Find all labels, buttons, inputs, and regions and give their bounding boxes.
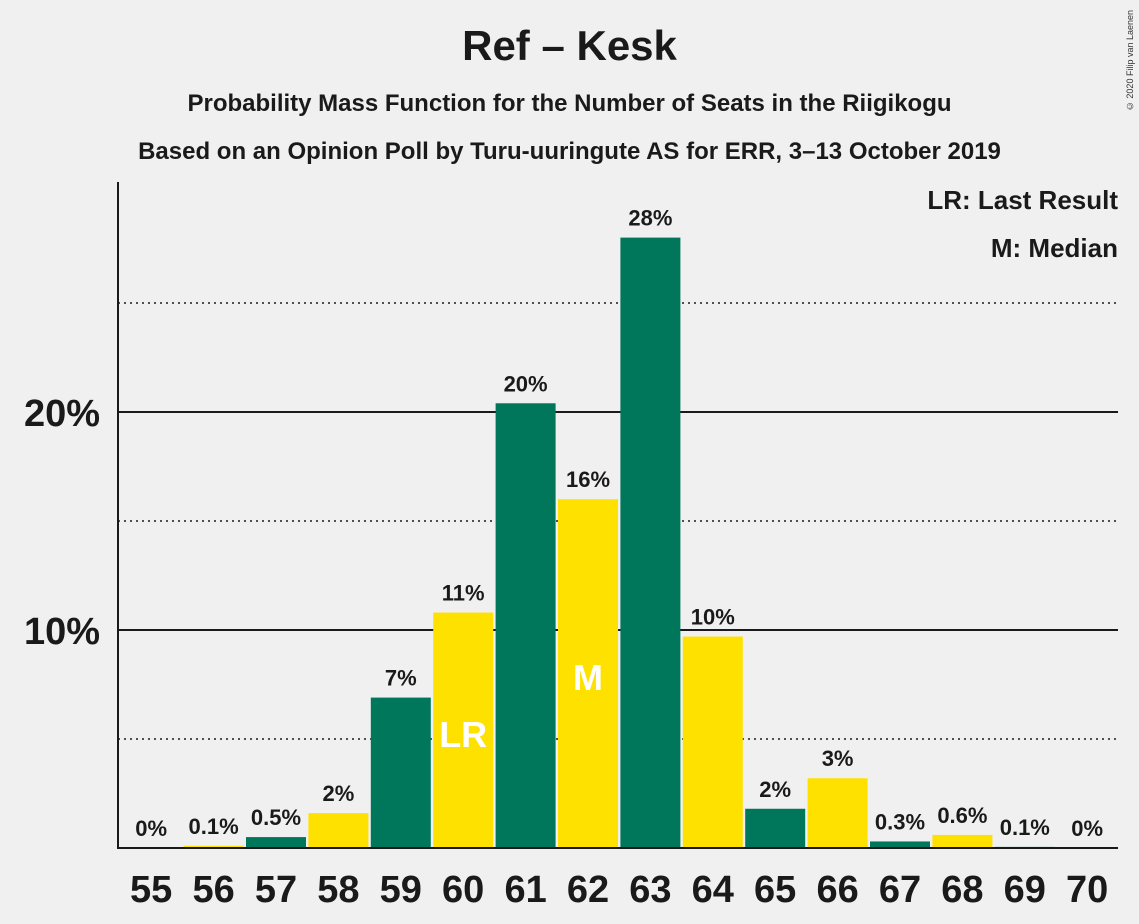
data-label-61: 20% <box>504 371 548 396</box>
x-tick-label: 63 <box>629 869 671 911</box>
bar-58 <box>308 813 369 848</box>
median-marker: M <box>573 657 603 698</box>
bar-65 <box>745 808 806 848</box>
bar-61 <box>495 403 556 848</box>
legend-last-result: LR: Last Result <box>927 185 1118 215</box>
data-label-66: 3% <box>822 746 854 771</box>
last-result-marker: LR <box>439 714 487 755</box>
bar-59 <box>370 697 431 848</box>
data-label-62: 16% <box>566 467 610 492</box>
data-label-55: 0% <box>135 816 167 841</box>
x-tick-label: 60 <box>442 869 484 911</box>
x-tick-label: 69 <box>1004 869 1046 911</box>
chart-subtitle: Probability Mass Function for the Number… <box>187 90 952 117</box>
data-label-65: 2% <box>759 777 791 802</box>
bar-66 <box>807 778 868 848</box>
data-label-57: 0.5% <box>251 805 301 830</box>
bar-63 <box>620 237 681 849</box>
x-tick-label: 65 <box>754 869 796 911</box>
x-tick-label: 70 <box>1066 869 1108 911</box>
x-tick-label: 66 <box>816 869 858 911</box>
data-labels: 0% 0.1% 0.5% 2% 7% 11% LR 20% 16% M 28% 10% 2% 3% 0.3%… <box>135 206 1103 841</box>
y-tick-label: 20% <box>24 393 100 435</box>
x-tick-label: 64 <box>692 869 734 911</box>
data-label-60: 11% <box>442 581 485 606</box>
x-tick-label: 59 <box>380 869 422 911</box>
chart-title: Ref – Kesk <box>462 22 677 69</box>
x-tick-label: 57 <box>255 869 297 911</box>
bar-67 <box>870 841 930 848</box>
axes: 10% 20% 55 56 57 58 59 60 61 62 63 64 65 66 67 68 69 70 <box>24 182 1118 911</box>
chart-source: Based on an Opinion Poll by Turu-uuringu… <box>138 138 1001 165</box>
x-tick-label: 55 <box>130 869 172 911</box>
x-tick-label: 62 <box>567 869 609 911</box>
bar-60 <box>433 612 494 848</box>
bar-62 <box>558 499 618 848</box>
bar-64 <box>682 636 743 848</box>
data-label-67: 0.3% <box>875 809 925 834</box>
bars <box>183 237 1055 849</box>
x-tick-label: 61 <box>504 869 546 911</box>
bar-56 <box>183 845 244 848</box>
data-label-68: 0.6% <box>937 803 987 828</box>
x-tick-label: 67 <box>879 869 921 911</box>
legend-median: M: Median <box>991 233 1118 263</box>
data-label-59: 7% <box>385 666 417 691</box>
data-label-69: 0.1% <box>1000 815 1050 840</box>
data-label-56: 0.1% <box>189 814 239 839</box>
x-tick-label: 58 <box>317 869 359 911</box>
bar-68 <box>932 834 993 848</box>
y-tick-label: 10% <box>24 611 100 653</box>
bar-57 <box>246 837 306 848</box>
data-label-64: 10% <box>691 605 735 630</box>
data-label-63: 28% <box>628 206 672 231</box>
x-tick-label: 68 <box>941 869 983 911</box>
data-label-70: 0% <box>1071 816 1103 841</box>
x-tick-label: 56 <box>192 869 234 911</box>
data-label-58: 2% <box>323 781 355 806</box>
